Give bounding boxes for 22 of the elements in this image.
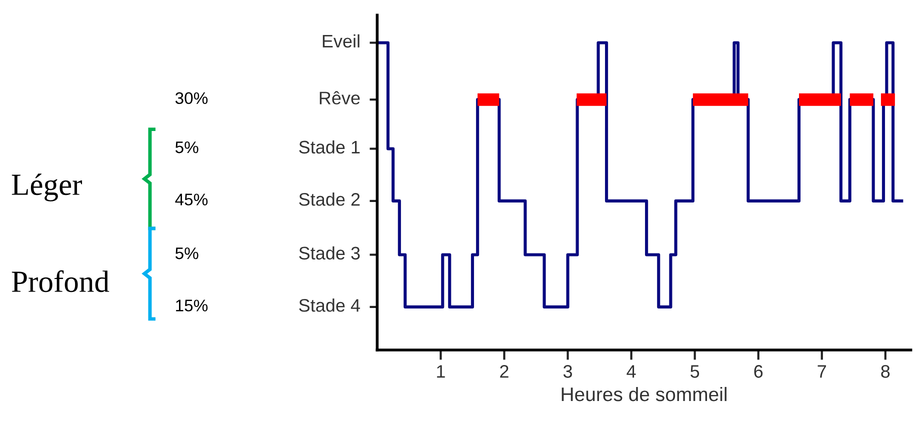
text: Eveil xyxy=(322,34,360,48)
text: 5% xyxy=(175,141,198,154)
text: Stade 2 xyxy=(299,192,360,206)
x-tick-label: 5 xyxy=(690,365,700,378)
text: 5% xyxy=(175,247,198,260)
text: Stade 4 xyxy=(299,298,360,312)
x-axis-title: Heures de sommeil xyxy=(562,386,726,402)
text: 45% xyxy=(175,194,208,206)
x-tick-label: 3 xyxy=(563,365,572,378)
text: Stade 1 xyxy=(299,140,360,154)
x-tick-label: 2 xyxy=(500,365,508,378)
x-tick-label: 6 xyxy=(754,365,763,378)
x-tick-label: 4 xyxy=(626,365,636,378)
x-tick-label: 7 xyxy=(818,365,826,378)
x-tick-label: 8 xyxy=(881,365,890,378)
text: Rêve xyxy=(320,91,360,104)
text: Léger xyxy=(12,174,82,202)
x-tick-label: 1 xyxy=(437,365,445,378)
text: Profond xyxy=(12,270,110,292)
text: 15% xyxy=(176,300,208,312)
text: Stade 3 xyxy=(299,246,360,260)
text: 30% xyxy=(175,92,208,104)
